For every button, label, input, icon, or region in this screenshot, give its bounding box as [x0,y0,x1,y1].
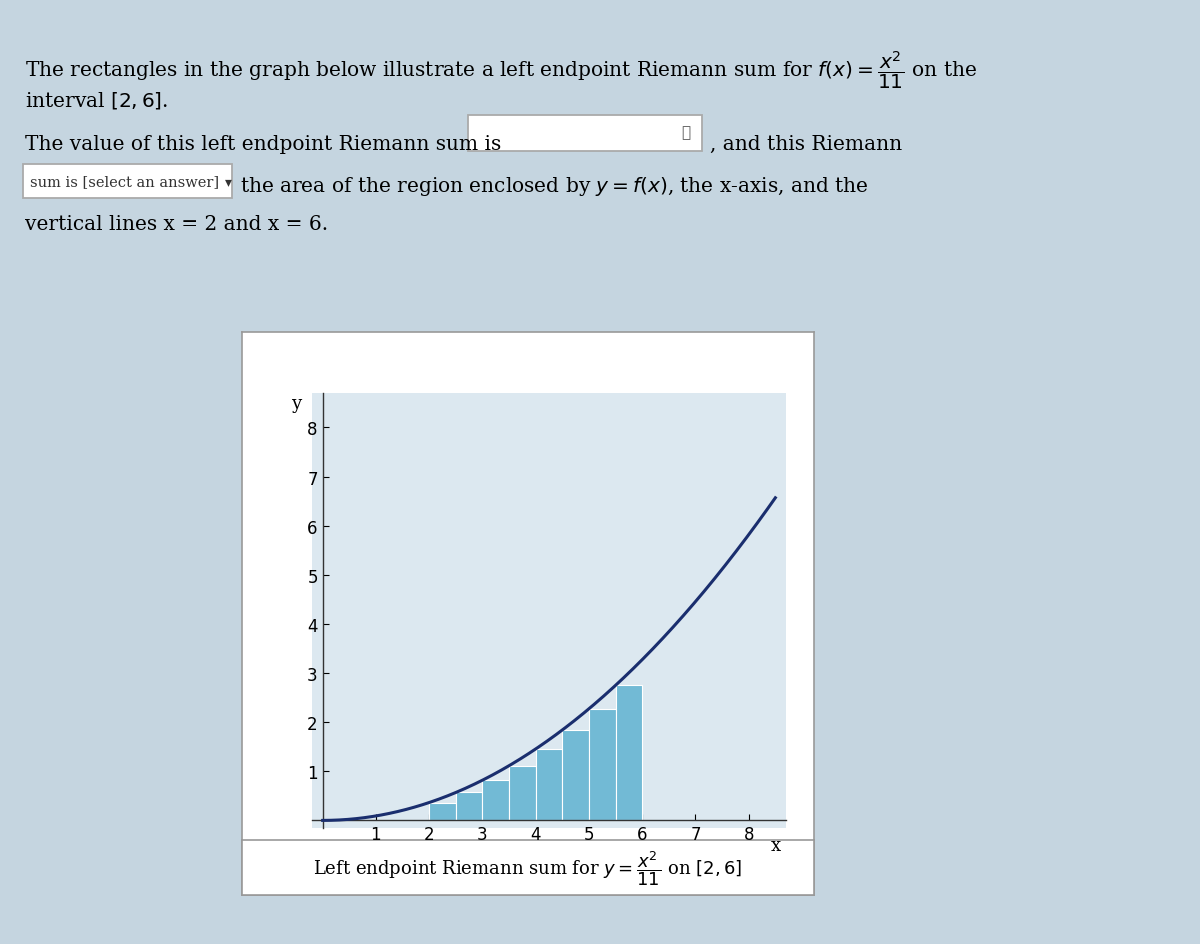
Bar [563,731,589,820]
Bar [535,750,563,820]
Bar [509,766,535,820]
Text: sum is [select an answer]: sum is [select an answer] [30,175,220,189]
Text: The value of this left endpoint Riemann sum is: The value of this left endpoint Riemann … [25,135,502,154]
Text: y: y [290,395,301,413]
Text: , and this Riemann: , and this Riemann [710,135,902,154]
Bar [616,685,642,820]
Text: ▾: ▾ [226,175,232,189]
Text: The rectangles in the graph below illustrate a left endpoint Riemann sum for $f(: The rectangles in the graph below illust… [25,50,977,93]
Bar [430,802,456,820]
FancyBboxPatch shape [468,116,702,152]
Bar [589,709,616,820]
Text: x: x [770,836,780,854]
FancyBboxPatch shape [23,165,232,199]
Text: 🖊: 🖊 [680,126,690,141]
Bar [482,781,509,820]
Text: interval $[2, 6]$.: interval $[2, 6]$. [25,90,168,110]
Bar [456,793,482,820]
Text: Left endpoint Riemann sum for $y = \dfrac{x^2}{11}$ on $[2,6]$: Left endpoint Riemann sum for $y = \dfra… [313,849,743,886]
Text: vertical lines x = 2 and x = 6.: vertical lines x = 2 and x = 6. [25,215,328,234]
Text: the area of the region enclosed by $y = f(x)$, the x-axis, and the: the area of the region enclosed by $y = … [240,175,869,198]
